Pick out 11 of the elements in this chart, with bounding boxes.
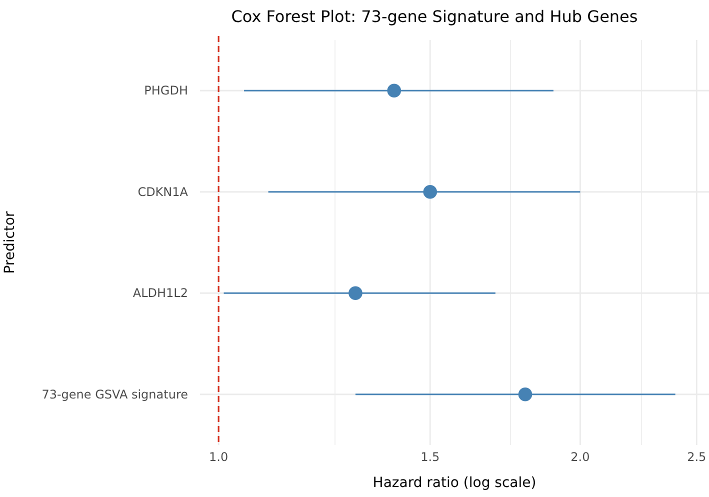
y-tick-label: 73-gene GSVA signature bbox=[42, 387, 188, 402]
y-tick-label: PHGDH bbox=[144, 84, 188, 98]
y-axis-title: Predictor bbox=[2, 210, 18, 274]
x-tick-label: 2.0 bbox=[570, 450, 590, 464]
x-tick-label: 1.5 bbox=[420, 450, 440, 464]
x-tick-label: 1.0 bbox=[209, 450, 228, 464]
chart-title: Cox Forest Plot: 73-gene Signature and Hub Genes bbox=[231, 7, 638, 26]
y-tick-label: CDKN1A bbox=[138, 184, 189, 199]
y-tick-label: ALDH1L2 bbox=[132, 286, 188, 300]
x-axis-title: Hazard ratio (log scale) bbox=[372, 475, 536, 491]
x-tick-label: 2.5 bbox=[687, 450, 706, 464]
